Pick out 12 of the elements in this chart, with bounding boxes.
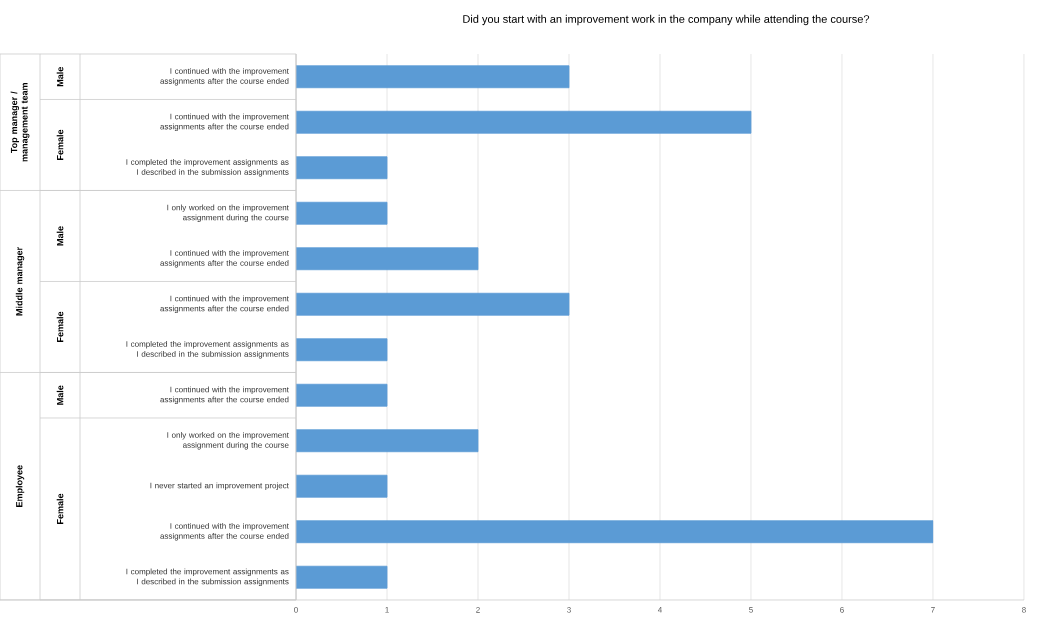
bar	[296, 565, 388, 589]
bar	[296, 292, 570, 316]
bar	[296, 338, 388, 362]
bar	[296, 474, 388, 498]
bar	[296, 520, 934, 544]
bar	[296, 429, 479, 453]
bar	[296, 156, 388, 180]
bar	[296, 247, 479, 271]
bar	[296, 201, 388, 225]
bar	[296, 110, 752, 134]
bar	[296, 65, 570, 89]
bar	[296, 383, 388, 407]
